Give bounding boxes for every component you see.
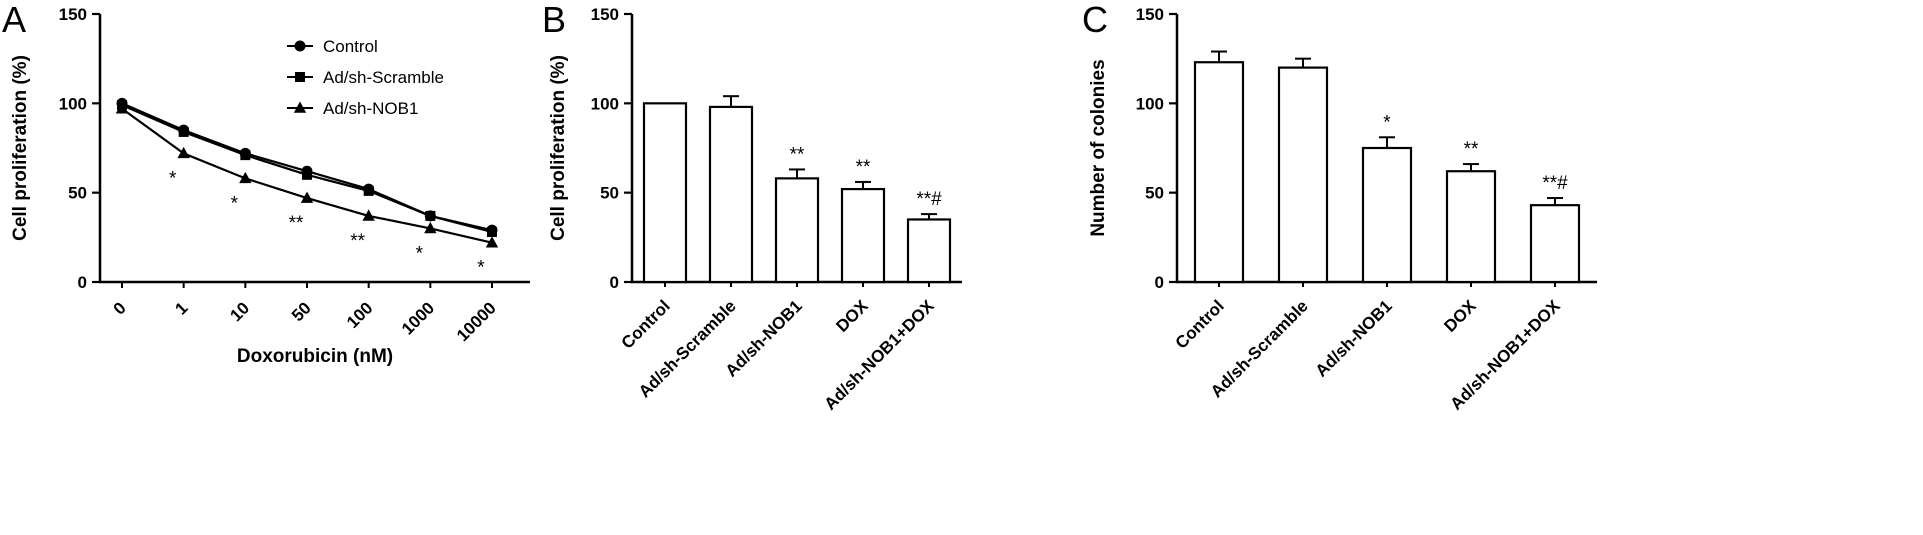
- triangle-marker-ad-sh-nob1: [485, 236, 499, 248]
- y-tick-label: 100: [1136, 94, 1164, 113]
- y-tick-label: 0: [610, 273, 619, 292]
- bar-ad-sh-nob1: [774, 177, 820, 284]
- x-tick-label: Ad/sh-NOB1+DOX: [821, 296, 939, 414]
- x-tick-label: 50: [288, 298, 315, 325]
- significance-label: **#: [1542, 173, 1568, 194]
- legend-label-ad-sh-nob1: Ad/sh-NOB1: [323, 99, 418, 118]
- bar-chart-number-of-colonies: 0 50 100 150 Number of colonies Control Ad/sh-…: [1088, 5, 1597, 414]
- x-tick-label: DOX: [1440, 296, 1480, 336]
- bar-dox: [1445, 170, 1497, 284]
- x-tick-label: 1: [171, 298, 191, 318]
- triangle-marker-ad-sh-nob1: [300, 191, 314, 203]
- x-tick-label: 0: [110, 298, 130, 318]
- square-marker-ad-sh-scramble: [302, 169, 312, 180]
- triangle-marker-ad-sh-nob1: [293, 101, 307, 113]
- significance-label: *: [477, 258, 485, 279]
- panel-b-label: B: [542, 0, 567, 40]
- y-axis-title: Number of colonies: [1088, 59, 1109, 236]
- y-tick-label: 150: [591, 5, 619, 24]
- significance-label: **: [790, 144, 805, 165]
- square-marker-ad-sh-scramble: [178, 126, 189, 137]
- bar-ad-sh-nob1-dox: [906, 218, 952, 284]
- y-tick-label: 100: [59, 94, 87, 113]
- line-chart-cell-proliferation-vs-doxorubicin: 0 50 100 150 Cell proliferation (%) 0 1 10 50 100…: [10, 5, 530, 367]
- significance-label: *: [416, 243, 424, 264]
- square-marker-ad-sh-scramble: [295, 72, 305, 82]
- square-marker-ad-sh-scramble: [240, 150, 251, 161]
- y-tick-label: 0: [1155, 273, 1164, 292]
- panel-c: C 0 50 100 150 Number of colonies Control Ad/s…: [1080, 0, 1923, 535]
- significance-label: *: [231, 193, 239, 214]
- circle-marker-control: [294, 40, 306, 52]
- square-marker-ad-sh-scramble: [363, 185, 374, 196]
- bar-ad-sh-scramble: [708, 105, 754, 284]
- bar-dox: [840, 187, 886, 284]
- x-tick-label: Control: [1172, 296, 1228, 352]
- y-tick-label: 150: [1136, 5, 1164, 24]
- y-tick-label: 0: [78, 273, 87, 292]
- x-tick-label: Ad/sh-NOB1: [1312, 296, 1396, 380]
- significance-label: **#: [916, 189, 942, 210]
- square-marker-ad-sh-scramble: [425, 210, 436, 221]
- y-tick-label: 50: [68, 184, 87, 203]
- y-axis-title: Cell proliferation (%): [548, 55, 569, 241]
- x-tick-label: Control: [618, 296, 674, 352]
- bar-control: [1193, 61, 1245, 284]
- panel-a-label: A: [2, 0, 27, 40]
- y-tick-label: 100: [591, 94, 619, 113]
- triangle-marker-ad-sh-nob1: [362, 209, 375, 221]
- triangle-marker-ad-sh-nob1: [424, 221, 437, 234]
- significance-label: **: [350, 231, 365, 252]
- significance-label: **: [289, 213, 304, 234]
- triangle-marker-ad-sh-nob1: [115, 102, 129, 114]
- legend-label-ad-sh-scramble: Ad/sh-Scramble: [323, 68, 444, 87]
- x-tick-label: 100: [343, 298, 376, 331]
- panel-c-label: C: [1082, 0, 1108, 40]
- significance-label: **: [1464, 139, 1479, 160]
- significance-label: *: [1383, 112, 1391, 133]
- panel-b: B 0 50 100 150 Cell proliferation (%) Control…: [540, 0, 1080, 535]
- y-axis-title: Cell proliferation (%): [10, 55, 31, 241]
- x-tick-label: 10000: [453, 298, 500, 345]
- legend-label-control: Control: [323, 37, 378, 56]
- bar-ad-sh-nob1-dox: [1529, 204, 1581, 284]
- y-tick-label: 50: [600, 184, 619, 203]
- x-tick-label: DOX: [832, 296, 872, 336]
- square-marker-ad-sh-scramble: [487, 226, 497, 237]
- x-tick-label: 1000: [398, 298, 438, 338]
- panel-a: A 0 50 100 150 Cell proliferation (%) 0 1 10 50 1…: [0, 0, 545, 535]
- bar-ad-sh-nob1: [1361, 146, 1413, 284]
- bar-chart-cell-proliferation: 0 50 100 150 Cell proliferation (%) Control Ad…: [548, 5, 962, 414]
- triangle-marker-ad-sh-nob1: [239, 171, 252, 184]
- y-tick-label: 150: [59, 5, 87, 24]
- x-axis-title: Doxorubicin (nM): [237, 346, 393, 367]
- significance-label: **: [856, 157, 871, 178]
- triangle-marker-ad-sh-nob1: [177, 146, 190, 159]
- bar-ad-sh-scramble: [1277, 66, 1329, 284]
- significance-label: *: [169, 168, 177, 189]
- x-tick-label: 10: [226, 298, 253, 325]
- bar-control: [642, 102, 688, 284]
- y-tick-label: 50: [1145, 184, 1164, 203]
